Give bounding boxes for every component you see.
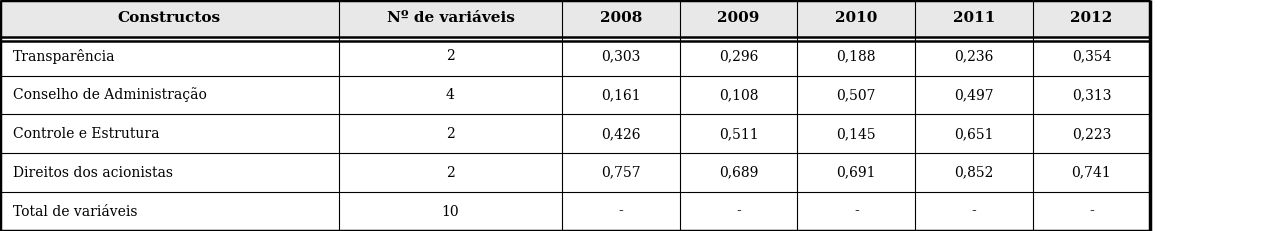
Text: Direitos dos acionistas: Direitos dos acionistas xyxy=(13,166,173,180)
Text: 2012: 2012 xyxy=(1070,11,1113,25)
Text: -: - xyxy=(1089,205,1094,219)
Text: 0,354: 0,354 xyxy=(1072,49,1111,63)
Text: 0,757: 0,757 xyxy=(601,166,642,180)
Text: 0,313: 0,313 xyxy=(1072,88,1111,102)
Text: 0,108: 0,108 xyxy=(720,88,758,102)
Text: Nº de variáveis: Nº de variáveis xyxy=(386,11,515,25)
Text: 0,223: 0,223 xyxy=(1072,127,1111,141)
Text: 0,145: 0,145 xyxy=(836,127,877,141)
Text: 0,691: 0,691 xyxy=(837,166,875,180)
Text: 0,507: 0,507 xyxy=(837,88,875,102)
Text: 2011: 2011 xyxy=(952,11,996,25)
Text: -: - xyxy=(619,205,624,219)
Text: 4: 4 xyxy=(446,88,455,102)
Text: 0,296: 0,296 xyxy=(720,49,758,63)
Text: 0,852: 0,852 xyxy=(955,166,993,180)
Bar xyxy=(0,0,1150,37)
Text: 0,161: 0,161 xyxy=(601,88,642,102)
Text: 2008: 2008 xyxy=(599,11,643,25)
Text: 0,741: 0,741 xyxy=(1071,166,1112,180)
Text: 2: 2 xyxy=(446,49,455,63)
Text: 2: 2 xyxy=(446,127,455,141)
Text: 0,511: 0,511 xyxy=(718,127,759,141)
Text: 0,188: 0,188 xyxy=(837,49,875,63)
Text: 2: 2 xyxy=(446,166,455,180)
Text: -: - xyxy=(736,205,741,219)
Text: 0,497: 0,497 xyxy=(953,88,994,102)
Text: Controle e Estrutura: Controle e Estrutura xyxy=(13,127,160,141)
Text: 0,303: 0,303 xyxy=(602,49,640,63)
Text: Total de variáveis: Total de variáveis xyxy=(13,205,137,219)
Text: 2009: 2009 xyxy=(717,11,760,25)
Text: Constructos: Constructos xyxy=(118,11,221,25)
Text: 2010: 2010 xyxy=(835,11,878,25)
Text: -: - xyxy=(854,205,859,219)
Text: 0,236: 0,236 xyxy=(955,49,993,63)
Text: 0,426: 0,426 xyxy=(602,127,640,141)
Text: Transparência: Transparência xyxy=(13,49,115,64)
Text: 0,689: 0,689 xyxy=(720,166,758,180)
Text: -: - xyxy=(971,205,976,219)
Text: Conselho de Administração: Conselho de Administração xyxy=(13,88,207,102)
Text: 0,651: 0,651 xyxy=(955,127,993,141)
Text: 10: 10 xyxy=(442,205,459,219)
